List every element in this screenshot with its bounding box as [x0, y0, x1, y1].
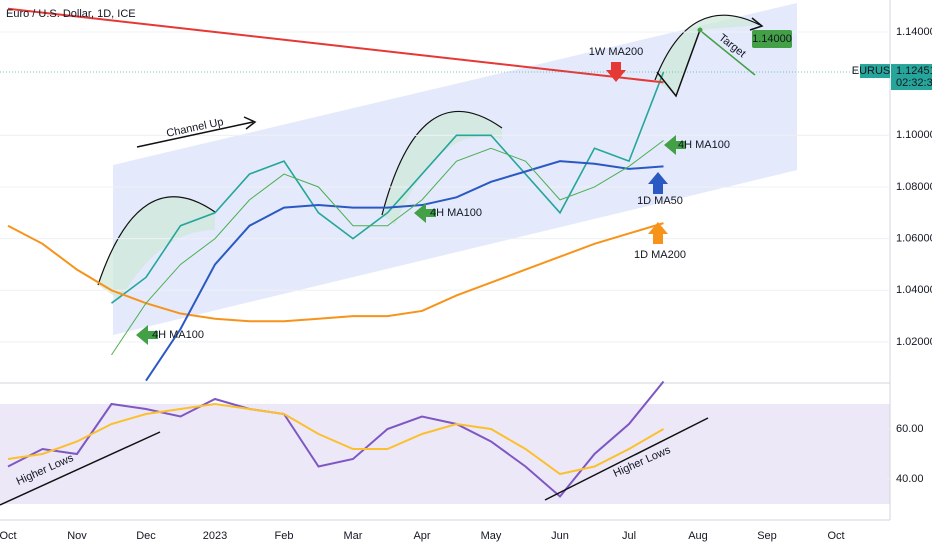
series-line	[145, 160, 664, 382]
target-label: 1.14000	[752, 33, 792, 45]
x-tick-label: Mar	[344, 530, 363, 542]
arc	[97, 196, 216, 286]
ma-label: 1D MA200	[634, 249, 686, 261]
projection	[656, 29, 701, 98]
plot	[0, 7, 890, 498]
green-arrow	[664, 135, 686, 155]
series-line	[7, 222, 664, 323]
x-tick-label: Aug	[688, 530, 708, 542]
x-tick-label: 2023	[203, 530, 227, 542]
channel	[113, 3, 797, 335]
arc	[381, 110, 503, 216]
price-tag	[891, 64, 932, 91]
red-arrow	[606, 62, 626, 82]
ma-label: 4H MA100	[430, 207, 482, 219]
trend-line	[0, 431, 161, 506]
y-tick-label: 40.00	[896, 473, 924, 485]
ma-label: 1W MA200	[589, 46, 643, 58]
x-tick-label: Apr	[413, 530, 430, 542]
countdown: 02:32:39	[896, 77, 932, 89]
x-tick-label: Nov	[67, 530, 87, 542]
arrow	[136, 121, 254, 148]
price-label: 1.12451	[896, 65, 932, 77]
y-tick-label: 1.06000	[896, 233, 932, 245]
x-tick-label: Sep	[757, 530, 777, 542]
symbol: EURUSD	[852, 65, 899, 77]
rsi-band	[0, 404, 890, 504]
series-line	[7, 380, 665, 498]
x-tick-label: May	[481, 530, 502, 542]
trend-line	[544, 417, 709, 501]
y-tick-label: 60.00	[896, 423, 924, 435]
chart-title: Euro / U.S. Dollar, 1D, ICE	[6, 8, 136, 20]
symbol-tag	[860, 64, 890, 79]
y-tick-label: 1.08000	[896, 181, 932, 193]
orange-arrow	[648, 222, 668, 244]
x-tick-label: Dec	[136, 530, 156, 542]
green-arrow	[414, 203, 436, 223]
arc	[654, 14, 761, 81]
x-tick-label: Jun	[551, 530, 569, 542]
arc-fill	[382, 111, 502, 225]
blue-arrow	[648, 172, 668, 194]
x-tick-label: Feb	[275, 530, 294, 542]
target-dot	[697, 27, 703, 33]
ma-label: 1D MA50	[637, 195, 683, 207]
y-tick-label: 1.04000	[896, 284, 932, 296]
arrow-head	[243, 116, 257, 130]
series-line	[7, 7, 664, 84]
arc-fill	[98, 196, 215, 300]
green-arrow	[136, 325, 158, 345]
x-tick-label: Oct	[827, 530, 844, 542]
arrow-head	[749, 17, 764, 31]
ma-label: 4H MA100	[678, 139, 730, 151]
annotations	[0, 17, 764, 506]
series-line	[111, 71, 665, 304]
y-tick-label: 1.14000	[896, 26, 932, 38]
y-tick-label: 1.10000	[896, 129, 932, 141]
y-tick-label: 1.02000	[896, 336, 932, 348]
target-tag	[752, 30, 792, 49]
series-line	[7, 402, 665, 476]
ma-label: 4H MA100	[152, 329, 204, 341]
target-line	[701, 31, 756, 76]
x-tick-label: Jul	[622, 530, 636, 542]
series-line	[111, 140, 664, 356]
x-tick-label: Oct	[0, 530, 17, 542]
